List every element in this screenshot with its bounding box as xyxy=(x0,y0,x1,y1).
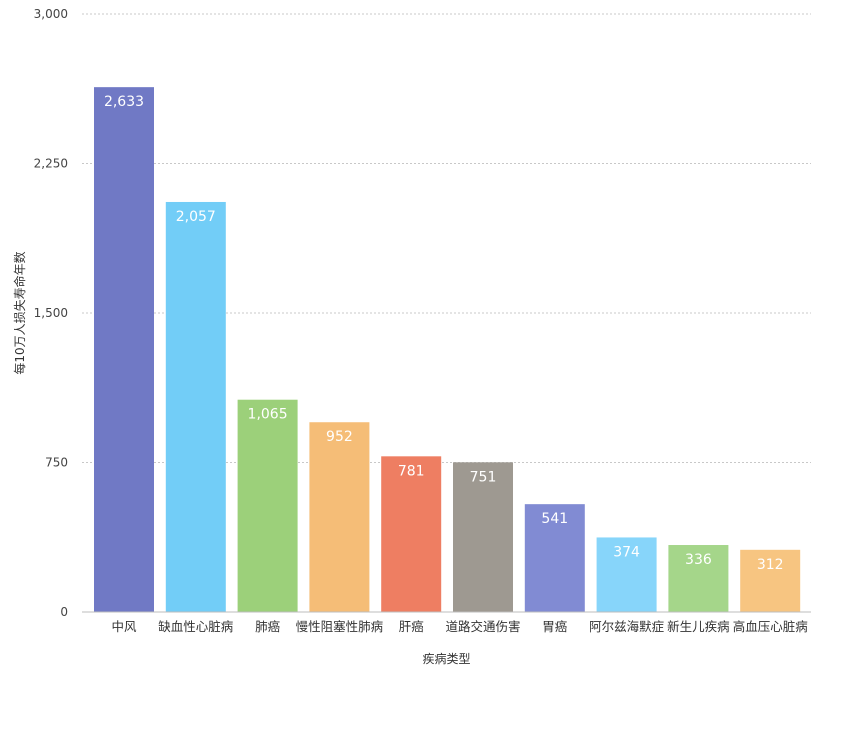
y-axis-title: 每10万人损失寿命年数 xyxy=(12,251,27,374)
x-category-label: 肝癌 xyxy=(399,619,424,634)
bar-value-label: 2,633 xyxy=(104,94,144,110)
x-category-label: 中风 xyxy=(111,619,137,634)
bar-value-label: 751 xyxy=(470,469,497,485)
x-category-label: 慢性阻塞性肺病 xyxy=(296,619,384,634)
x-axis-title: 疾病类型 xyxy=(422,651,470,666)
bar xyxy=(740,549,801,612)
x-category-label: 道路交通伤害 xyxy=(445,619,520,634)
x-category-label: 胃癌 xyxy=(542,619,567,634)
bar-value-label: 374 xyxy=(613,544,640,560)
bar xyxy=(524,504,585,612)
y-tick-label: 0 xyxy=(60,605,68,619)
x-axis-categories: 中风 缺血性心脏病 肺癌 慢性阻塞性肺病 肝癌 道路交通伤害 胃癌 阿尔兹海默症 新生儿疾病 高血… xyxy=(111,619,807,634)
x-category-label: 新生儿疾病 xyxy=(667,619,730,634)
bar-value-label: 312 xyxy=(757,557,784,573)
x-category-label: 高血压心脏病 xyxy=(733,619,808,634)
bar xyxy=(668,545,729,612)
bar xyxy=(309,422,370,612)
bar xyxy=(94,87,154,612)
bar xyxy=(165,201,226,613)
y-axis-ticks: 0 750 1,500 2,250 3,000 xyxy=(34,7,68,619)
x-category-label: 肺癌 xyxy=(255,619,280,634)
bar-value-labels: 2,633 2,057 1,065 952 781 751 541 374 336 312 xyxy=(104,94,784,573)
x-category-label: 阿尔兹海默症 xyxy=(589,619,664,634)
bar xyxy=(381,456,442,612)
bar xyxy=(596,537,657,612)
bar-value-label: 781 xyxy=(398,463,425,479)
x-category-label: 缺血性心脏病 xyxy=(158,619,233,634)
y-tick-label: 2,250 xyxy=(34,157,68,171)
bars xyxy=(94,87,801,613)
y-tick-label: 1,500 xyxy=(34,306,68,320)
bar xyxy=(453,462,513,612)
bar-value-label: 2,057 xyxy=(176,209,216,225)
y-tick-label: 750 xyxy=(45,456,68,470)
y-tick-label: 3,000 xyxy=(34,7,68,21)
bar-value-label: 336 xyxy=(685,552,712,568)
bar-value-label: 952 xyxy=(326,429,353,445)
bar-value-label: 1,065 xyxy=(248,407,288,423)
bar-value-label: 541 xyxy=(541,511,568,527)
bar xyxy=(237,399,298,612)
